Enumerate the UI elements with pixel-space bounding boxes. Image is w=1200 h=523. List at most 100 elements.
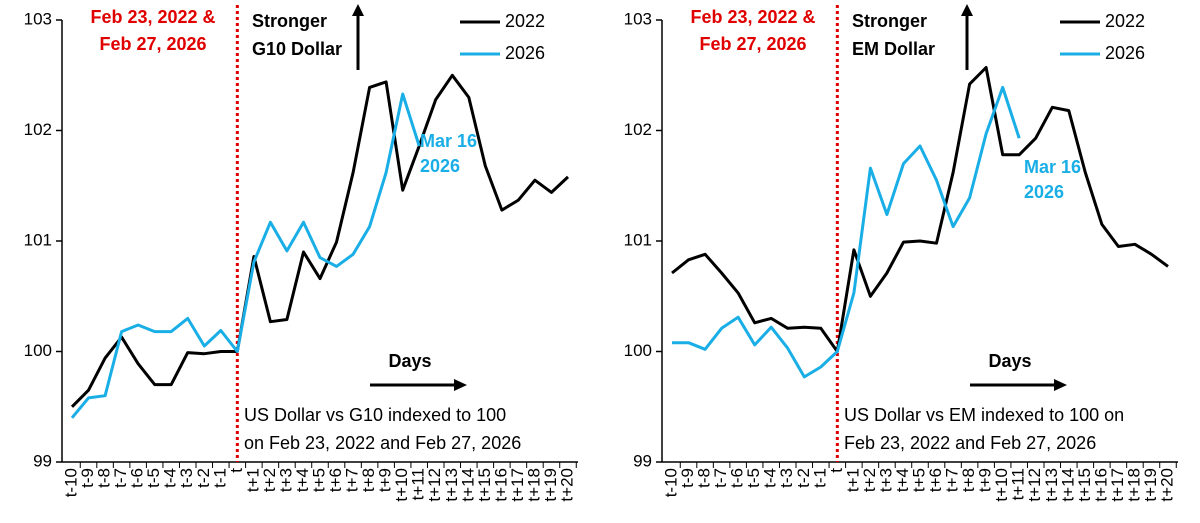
- note: US Dollar vs G10 indexed to 100: [244, 405, 506, 425]
- x-tick-label: t+11: [409, 468, 428, 500]
- x-tick-label: t+5: [909, 468, 928, 492]
- x-tick-label: t+1: [843, 468, 862, 492]
- y-tick-label: 103: [624, 9, 652, 28]
- x-tick-label: t+14: [458, 468, 477, 502]
- x-tick-label: t+18: [524, 468, 543, 502]
- right-arrow-head: [454, 379, 467, 391]
- event-label: Feb 23, 2022 &: [690, 7, 815, 27]
- x-tick-label: t+10: [992, 468, 1011, 502]
- y-tick-label: 101: [624, 230, 652, 249]
- x-tick-label: t+8: [959, 468, 978, 492]
- x-tick-label: t+4: [293, 468, 312, 492]
- x-tick-label: t+13: [1042, 468, 1061, 502]
- x-tick-label: t+12: [1025, 468, 1044, 502]
- direction-label: EM Dollar: [852, 39, 935, 59]
- x-tick-label: t-8: [95, 468, 114, 488]
- x-tick-label: t-3: [177, 468, 196, 488]
- y-tick-label: 99: [33, 451, 52, 470]
- y-tick-label: 102: [624, 120, 652, 139]
- x-tick-label: t: [227, 468, 246, 473]
- x-tick-label: t-5: [744, 468, 763, 488]
- x-tick-label: t-4: [161, 468, 180, 488]
- latest-label: 2026: [420, 156, 460, 176]
- up-arrow-head: [961, 4, 973, 16]
- x-tick-label: t+3: [876, 468, 895, 492]
- x-tick-label: t-9: [78, 468, 97, 488]
- direction-label: Stronger: [852, 11, 927, 31]
- x-tick-label: t+15: [1075, 468, 1094, 502]
- event-label: Feb 27, 2026: [699, 34, 806, 54]
- x-tick-label: t+3: [276, 468, 295, 492]
- x-tick-label: t+19: [541, 468, 560, 502]
- x-tick-label: t+16: [491, 468, 510, 502]
- note: US Dollar vs EM indexed to 100 on: [844, 405, 1124, 425]
- latest-label: Mar 16: [1024, 157, 1081, 177]
- direction-label: G10 Dollar: [252, 39, 342, 59]
- x-tick-label: t-3: [777, 468, 796, 488]
- legend-label: 2022: [505, 11, 545, 31]
- x-tick-label: t+2: [860, 468, 879, 492]
- x-tick-label: t+14: [1058, 468, 1077, 502]
- y-tick-label: 102: [24, 120, 52, 139]
- x-tick-label: t-10: [61, 468, 80, 497]
- x-tick-label: t+9: [976, 468, 995, 492]
- x-tick-label: t+6: [326, 468, 345, 492]
- series-line: [672, 85, 1021, 379]
- x-tick-label: t-9: [678, 468, 697, 488]
- x-tick-label: t+10: [392, 468, 411, 502]
- x-tick-label: t-2: [794, 468, 813, 488]
- latest-label: 2026: [1024, 182, 1064, 202]
- x-tick-label: t+8: [359, 468, 378, 492]
- up-arrow-head: [352, 4, 364, 16]
- series-line: [671, 66, 1169, 353]
- x-tick-label: t+16: [1091, 468, 1110, 502]
- event-label: Feb 23, 2022 &: [90, 7, 215, 27]
- x-tick-label: t-10: [661, 468, 680, 497]
- x-tick-label: t-1: [210, 468, 229, 488]
- x-tick-label: t+9: [376, 468, 395, 492]
- x-tick-label: t+20: [1157, 468, 1176, 502]
- x-tick-label: t+2: [260, 468, 279, 492]
- right-arrow-head: [1054, 379, 1067, 391]
- x-tick-label: t+7: [943, 468, 962, 492]
- x-tick-label: t-4: [761, 468, 780, 488]
- x-tick-label: t-2: [194, 468, 213, 488]
- days-label: Days: [388, 351, 431, 371]
- x-tick-label: t+19: [1141, 468, 1160, 502]
- legend-label: 2022: [1105, 11, 1145, 31]
- note: Feb 23, 2022 and Feb 27, 2026: [844, 433, 1096, 453]
- x-tick-label: t: [827, 468, 846, 473]
- x-tick-label: t-7: [711, 468, 730, 488]
- x-tick-label: t+18: [1124, 468, 1143, 502]
- chart-panel: 99100101102103t-10t-9t-8t-7t-6t-5t-4t-3t…: [624, 4, 1178, 502]
- x-tick-label: t-6: [128, 468, 147, 488]
- y-tick-label: 101: [24, 230, 52, 249]
- y-tick-label: 99: [633, 451, 652, 470]
- x-tick-label: t+1: [243, 468, 262, 492]
- y-tick-label: 100: [624, 341, 652, 360]
- x-tick-label: t+15: [475, 468, 494, 502]
- x-tick-label: t+7: [343, 468, 362, 492]
- x-tick-label: t+12: [425, 468, 444, 502]
- chart-panel: 99100101102103t-10t-9t-8t-7t-6t-5t-4t-3t…: [24, 4, 578, 502]
- event-label: Feb 27, 2026: [99, 34, 206, 54]
- x-tick-label: t+5: [309, 468, 328, 492]
- y-tick-label: 100: [24, 341, 52, 360]
- x-tick-label: t-1: [810, 468, 829, 488]
- x-tick-label: t+6: [926, 468, 945, 492]
- x-tick-label: t+13: [442, 468, 461, 502]
- x-tick-label: t-6: [728, 468, 747, 488]
- x-tick-label: t+17: [508, 468, 527, 502]
- x-tick-label: t+20: [557, 468, 576, 502]
- series-line: [70, 92, 421, 419]
- x-tick-label: t-7: [111, 468, 130, 488]
- latest-label: Mar 16: [420, 131, 477, 151]
- y-tick-label: 103: [24, 9, 52, 28]
- legend-label: 2026: [1105, 43, 1145, 63]
- x-tick-label: t-8: [695, 468, 714, 488]
- x-tick-label: t+4: [893, 468, 912, 492]
- days-label: Days: [988, 351, 1031, 371]
- x-tick-label: t-5: [144, 468, 163, 488]
- legend-label: 2026: [505, 43, 545, 63]
- note: on Feb 23, 2022 and Feb 27, 2026: [244, 433, 521, 453]
